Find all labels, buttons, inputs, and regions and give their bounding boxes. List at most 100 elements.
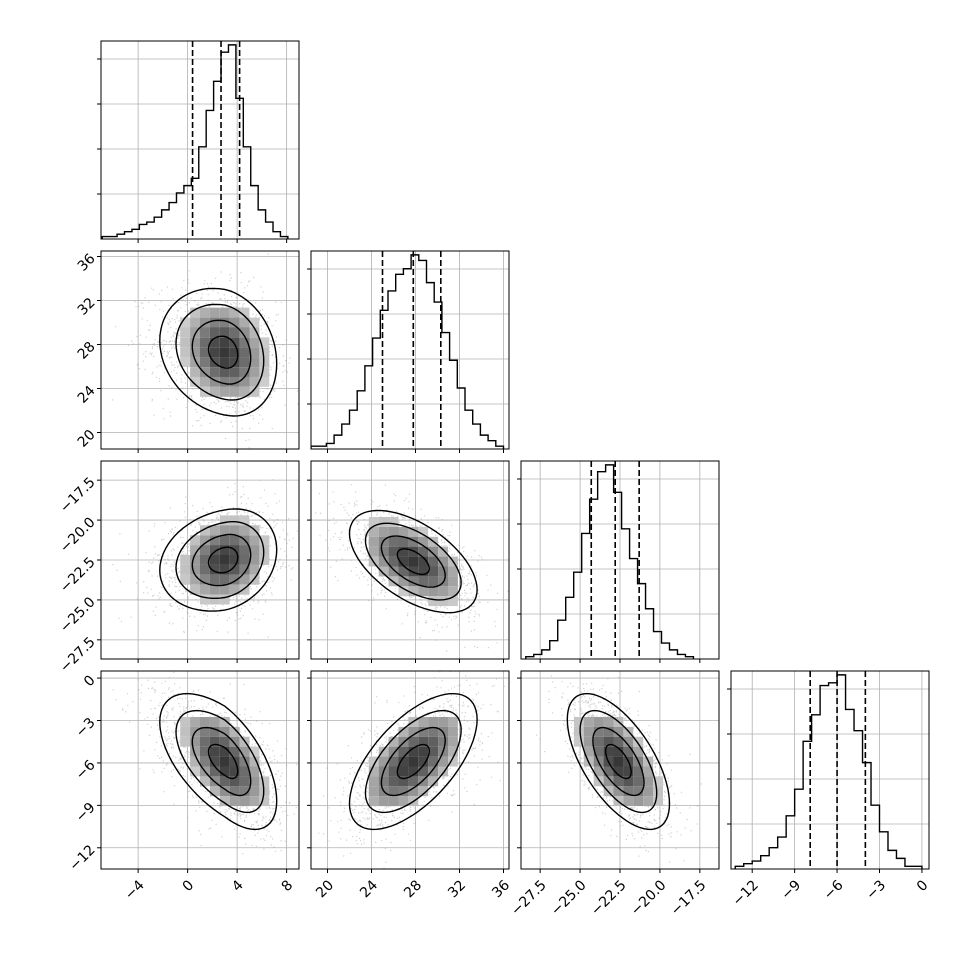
density-bin: [249, 337, 260, 348]
y-tick-label: −20.0: [57, 514, 99, 556]
density-bin: [378, 746, 389, 757]
density-bin: [398, 766, 409, 777]
density-bin: [388, 746, 399, 757]
density-bin: [200, 376, 210, 387]
density-bin: [249, 564, 260, 575]
density-bin: [388, 766, 399, 777]
density-bin: [209, 386, 220, 397]
scatter-panel-0-2: −27.5−25.0−22.5−20.0−17.5: [57, 460, 300, 676]
x-tick-label: −20.0: [628, 877, 670, 919]
panel-frame: [100, 460, 300, 660]
density-bin: [239, 515, 250, 526]
y-tick-label: 24: [75, 383, 99, 407]
density-bin: [643, 786, 654, 797]
density-bin: [200, 347, 210, 358]
density-bin: [190, 555, 200, 565]
histogram-panel-1: [307, 250, 510, 453]
contour-line: [159, 508, 278, 612]
density-bin: [623, 786, 634, 797]
histogram-step: [311, 254, 505, 449]
contour-line: [348, 693, 478, 831]
y-tick-label: −27.5: [57, 634, 99, 676]
density-bin: [418, 736, 429, 747]
density-bin: [190, 307, 200, 318]
density-bin: [239, 574, 250, 585]
density-bin: [623, 776, 634, 787]
density-bin: [259, 545, 270, 555]
density-bin: [209, 726, 220, 737]
density-bin: [603, 736, 614, 747]
density-bin: [408, 736, 419, 747]
y-tick-label: 28: [75, 339, 99, 363]
density-bin: [249, 786, 260, 797]
density-bin: [388, 536, 399, 547]
density-bin: [229, 347, 240, 358]
density-bin: [623, 796, 634, 807]
density-bin: [190, 584, 200, 595]
density-bin: [408, 746, 419, 757]
y-tick-label: −17.5: [57, 475, 99, 517]
x-tick-label: 8: [279, 877, 297, 895]
density-bin: [448, 566, 458, 577]
density-bin: [200, 574, 210, 585]
density-bin: [229, 525, 240, 536]
density-bin: [418, 556, 429, 567]
histogram-step: [101, 44, 289, 239]
density-bin: [209, 756, 220, 767]
density-bin: [200, 776, 210, 787]
panel-frame: [520, 670, 720, 870]
density-bin: [229, 367, 240, 377]
density-bin: [239, 327, 250, 338]
contour-line: [364, 709, 462, 814]
density-bin: [438, 717, 448, 727]
density-bin: [398, 786, 409, 797]
grid: [731, 671, 929, 869]
contour-line: [566, 693, 671, 831]
x-tick-label: −6: [821, 877, 847, 903]
density-bin: [249, 545, 260, 555]
density-bin: [408, 756, 419, 767]
density-bin: [398, 726, 409, 737]
density-bin: [378, 517, 389, 527]
density-bin: [573, 717, 584, 727]
density-bin: [229, 317, 240, 328]
contour-line: [175, 303, 265, 401]
density-bin: [428, 746, 439, 757]
y-tick-label: −9: [73, 800, 99, 826]
x-tick-label: 28: [401, 877, 425, 901]
density-bin: [239, 307, 250, 318]
density-bin: [249, 376, 260, 387]
density-bin: [418, 786, 429, 797]
contour-line: [207, 743, 239, 780]
contour-line: [380, 535, 446, 588]
density-bin: [209, 327, 220, 338]
density-bin: [398, 556, 409, 567]
density-bin: [219, 515, 230, 526]
density-bin: [603, 717, 614, 727]
density-bin: [633, 736, 644, 747]
density-bin: [180, 726, 191, 737]
density-bin: [378, 546, 389, 557]
density-bin: [239, 337, 250, 348]
density-bin: [438, 756, 448, 767]
y-tick-label: 0: [81, 672, 99, 690]
density-bin: [190, 367, 200, 377]
density-bin: [239, 746, 250, 757]
panel-frame: [100, 40, 300, 240]
density-bin: [200, 307, 210, 318]
density-bin: [428, 586, 439, 597]
density-bin: [190, 766, 200, 777]
density-bin: [229, 736, 240, 747]
density-bin: [200, 317, 210, 328]
density-bin: [249, 776, 260, 787]
density-bin: [448, 586, 458, 597]
y-tick-label: −12: [66, 842, 98, 874]
density-bin: [239, 347, 250, 358]
density-bin: [200, 535, 210, 546]
x-tick-label: −17.5: [668, 877, 710, 919]
density-bin: [200, 584, 210, 595]
density-bin: [209, 736, 220, 747]
histogram-step: [734, 674, 923, 869]
density-bin: [368, 517, 379, 527]
